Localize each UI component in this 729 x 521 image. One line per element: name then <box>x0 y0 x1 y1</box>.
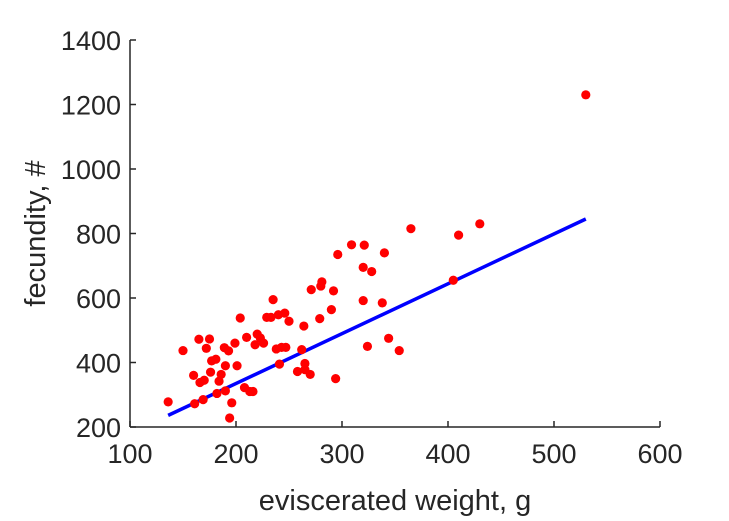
plot-area: 100 200 300 400 500 600 200400600800100012001… <box>61 26 683 469</box>
data-point <box>212 388 222 399</box>
data-point <box>205 367 216 377</box>
data-point <box>220 361 230 371</box>
data-point <box>333 249 343 260</box>
y-axis-ticks: 200 400 600 800 1000 1200 1400 <box>61 26 136 443</box>
data-point <box>379 248 389 258</box>
data-point <box>358 295 368 306</box>
data-point <box>305 369 315 380</box>
regression-line <box>167 217 587 417</box>
data-point <box>216 369 226 380</box>
data-point <box>315 314 325 324</box>
data-point <box>235 313 245 323</box>
y-tick-label: 1400 <box>61 26 121 56</box>
x-tick-label: 400 <box>425 439 470 469</box>
data-point <box>248 386 258 397</box>
data-point <box>317 277 327 287</box>
y-tick-label: 200 <box>76 413 121 443</box>
data-point <box>306 285 316 295</box>
data-point <box>178 345 188 356</box>
data-point <box>230 338 240 348</box>
x-axis-ticks: 100 200 300 400 500 600 <box>107 421 683 469</box>
data-point <box>274 359 285 369</box>
data-point <box>232 361 242 371</box>
data-point <box>280 308 290 318</box>
data-point <box>281 342 291 352</box>
x-tick-label: 200 <box>213 439 258 469</box>
data-point <box>377 298 387 308</box>
data-points <box>163 90 591 423</box>
data-point <box>258 338 269 348</box>
y-tick-label: 1000 <box>61 155 121 185</box>
data-point <box>346 240 357 250</box>
x-tick-label: 100 <box>107 439 152 469</box>
data-point <box>227 398 237 408</box>
x-tick-label: 500 <box>531 439 576 469</box>
data-point <box>284 316 294 326</box>
data-point <box>201 343 211 353</box>
data-point <box>299 321 309 331</box>
data-point <box>362 341 373 351</box>
data-point <box>581 90 591 100</box>
data-point <box>220 386 230 396</box>
data-point <box>328 286 339 296</box>
fit-line-layer <box>167 217 587 417</box>
y-axis-title: fecundity, # <box>20 160 52 306</box>
x-axis-title: eviscerated weight, g <box>259 485 531 517</box>
data-point <box>292 366 303 377</box>
data-point <box>190 399 200 409</box>
data-point <box>225 413 235 423</box>
data-point <box>394 345 404 356</box>
data-point <box>454 230 464 240</box>
data-point <box>242 332 252 342</box>
x-tick-label: 300 <box>319 439 364 469</box>
data-point <box>448 275 458 285</box>
data-point <box>163 397 173 407</box>
data-point <box>475 219 485 229</box>
data-point <box>250 340 260 350</box>
data-point <box>358 262 368 272</box>
y-tick-label: 1200 <box>61 91 121 121</box>
data-point <box>331 374 341 384</box>
data-point <box>268 295 278 305</box>
y-tick-label: 600 <box>76 284 121 314</box>
y-tick-label: 800 <box>76 220 121 250</box>
data-point <box>359 240 369 250</box>
data-point <box>406 224 416 234</box>
data-point <box>223 346 234 356</box>
x-tick-label: 600 <box>637 439 682 469</box>
data-point <box>297 345 307 355</box>
data-point <box>189 370 199 380</box>
data-point <box>198 394 208 405</box>
data-point <box>326 305 336 315</box>
data-point <box>367 266 377 277</box>
y-tick-label: 400 <box>76 349 121 379</box>
data-point <box>194 334 204 344</box>
data-point <box>266 312 276 322</box>
data-point <box>384 333 394 343</box>
data-point <box>211 354 221 364</box>
data-point <box>199 375 209 385</box>
data-point <box>204 334 215 344</box>
